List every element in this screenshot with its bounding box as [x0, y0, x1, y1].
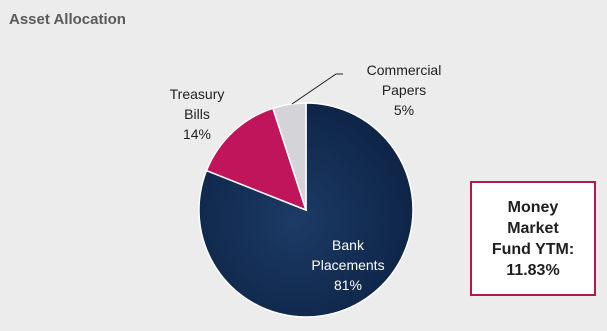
callout-line-2: Market [507, 219, 559, 237]
leader-line-commercial-papers [291, 73, 343, 105]
slice-label-treasury-bills: Treasury Bills 14% [170, 86, 225, 142]
callout-line-4: 11.83% [506, 261, 560, 279]
money-market-ytm-callout: Money Market Fund YTM: 11.83% [470, 181, 596, 296]
pie-slice-bank-placements [198, 102, 414, 318]
callout-line-3: Fund YTM: [491, 240, 575, 258]
pie-slice-commercial-papers [271, 102, 307, 211]
slice-label-commercial-papers: Commercial Papers 5% [367, 62, 442, 118]
callout-line-1: Money [507, 198, 559, 216]
panel-title: Asset Allocation [9, 11, 126, 28]
slice-label-bank-placements: Bank Placements 81% [311, 237, 384, 293]
